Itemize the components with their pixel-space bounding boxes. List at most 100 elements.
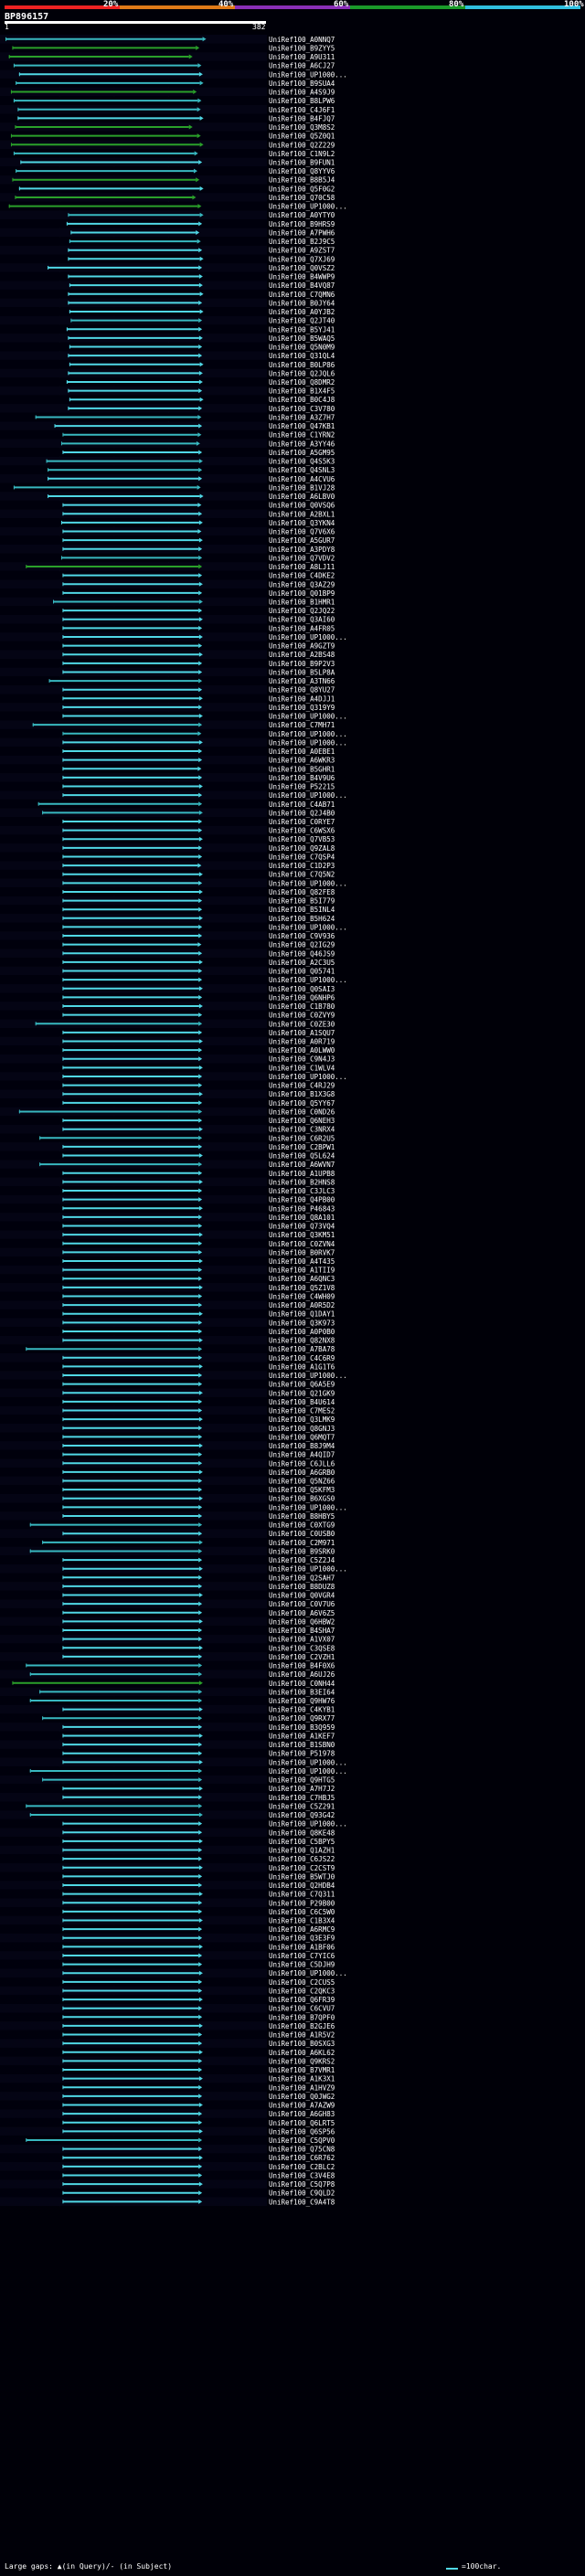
hit-arrow <box>198 274 203 280</box>
hit-start-tick <box>62 1417 64 1422</box>
hit-start-tick <box>62 1619 64 1624</box>
hit-start-tick <box>62 1214 64 1219</box>
hit-label: UniRef100_UP1000... <box>269 879 347 887</box>
hit-label: UniRef100_A9GZT9 <box>269 642 335 651</box>
hit-label: UniRef100_B7VMR1 <box>269 2066 335 2074</box>
hit-start-tick <box>62 1988 64 1993</box>
hit-arrow <box>198 379 203 385</box>
hit-label: UniRef100_B9P2V3 <box>269 660 335 668</box>
hit-arrow <box>198 476 203 482</box>
hit-arrow <box>198 590 203 596</box>
hit-arrow <box>198 643 203 649</box>
hit-label: UniRef100_A7AZW9 <box>269 2102 335 2110</box>
hit-start-tick <box>42 811 44 815</box>
hit-label: UniRef100_C5Z2J4 <box>269 1556 335 1564</box>
hit-label: UniRef100_C6JS22 <box>269 1855 335 1863</box>
hit-label: UniRef100_B9ZYY5 <box>269 44 335 52</box>
hit-label: UniRef100_Q6NEH3 <box>269 1117 335 1125</box>
hit-label: UniRef100_A1TII9 <box>269 1267 335 1275</box>
hit-arrow <box>198 1302 203 1308</box>
hit-label: UniRef100_P52215 <box>269 783 335 791</box>
hit-label: UniRef100_Q3YKN4 <box>269 519 335 527</box>
hit-arrow <box>198 1848 203 1853</box>
hit-label: UniRef100_A1K3X1 <box>269 2075 335 2083</box>
hit-start-tick <box>62 986 64 991</box>
hit-start-tick <box>62 546 64 551</box>
hit-arrow <box>198 1724 203 1730</box>
hit-label: UniRef100_Q7XJ69 <box>269 255 335 263</box>
hit-start-tick <box>62 978 64 982</box>
hit-start-tick <box>62 1320 64 1325</box>
hit-label: UniRef100_A3PDY8 <box>269 546 335 554</box>
hit-arrow <box>198 318 203 323</box>
scale-legend-label: =100char. <box>462 2562 502 2571</box>
hit-label: UniRef100_C4KYB1 <box>269 1706 335 1714</box>
hit-start-tick <box>69 239 70 244</box>
hit-start-tick <box>69 310 70 314</box>
hit-label: UniRef100_P29B00 <box>269 1899 335 1907</box>
hit-arrow <box>198 406 203 411</box>
hit-label: UniRef100_Q8YU27 <box>269 686 335 694</box>
hit-start-tick <box>29 1672 31 1677</box>
hit-start-tick <box>62 1171 64 1175</box>
hit-arrow <box>198 423 203 429</box>
hit-start-tick <box>42 1716 44 1721</box>
hit-arrow <box>198 1627 203 1633</box>
hit-arrow <box>199 362 204 367</box>
hit-arrow <box>198 1161 203 1167</box>
hit-label: UniRef100_A4QID7 <box>269 1451 335 1459</box>
hit-start-tick <box>18 72 20 77</box>
hit-arrow <box>198 2023 203 2029</box>
hit-start-tick <box>39 1690 41 1694</box>
identity-color-scale: 20% 40% 60% 80% 100% <box>5 0 584 22</box>
hit-start-tick <box>53 599 55 604</box>
hit-label: UniRef100_A4FR05 <box>269 624 335 632</box>
hit-start-tick <box>8 55 10 59</box>
hit-arrow <box>198 661 203 666</box>
hit-label: UniRef100_Q6FR39 <box>269 1996 335 2004</box>
hit-label: UniRef100_Q8GNJ3 <box>269 1425 335 1433</box>
hit-arrow <box>198 1108 203 1114</box>
hit-start-tick <box>62 1144 64 1149</box>
hit-start-tick <box>39 1162 41 1167</box>
hit-arrow <box>198 1593 203 1598</box>
hit-start-tick <box>62 740 64 745</box>
hit-label: UniRef100_C6JLL6 <box>269 1459 335 1468</box>
hit-label: UniRef100_A7PWH6 <box>269 228 335 237</box>
hit-label: UniRef100_B8B5J4 <box>269 176 335 185</box>
hit-label: UniRef100_C0V7U6 <box>269 1600 335 1608</box>
hit-start-tick <box>60 441 62 446</box>
hit-arrow <box>198 1917 203 1923</box>
hit-start-tick <box>35 1022 37 1026</box>
hit-arrow <box>198 520 203 525</box>
hit-start-tick <box>62 872 64 876</box>
hit-start-tick <box>62 705 64 709</box>
hit-label: UniRef100_P51978 <box>269 1750 335 1758</box>
hit-arrow <box>198 1777 203 1783</box>
hit-label: UniRef100_UP1000... <box>269 1758 347 1766</box>
hit-label: UniRef100_C4RJ29 <box>269 1082 335 1090</box>
hit-label: UniRef100_C7Q311 <box>269 1891 335 1899</box>
hit-arrow <box>198 1373 203 1378</box>
hit-label: UniRef100_Q46JS9 <box>269 949 335 958</box>
scale-legend-line <box>446 2568 458 2570</box>
query-end-label: 382 <box>252 23 266 31</box>
hit-arrow <box>198 1970 203 1976</box>
hit-arrow <box>198 345 203 350</box>
hit-start-tick <box>62 1258 64 1263</box>
hit-start-tick <box>62 2094 64 2098</box>
hit-start-tick <box>62 1505 64 1510</box>
hit-arrow <box>198 511 203 516</box>
hit-label: UniRef100_Q4S5K3 <box>269 458 335 466</box>
hit-start-tick <box>62 2156 64 2160</box>
hit-start-tick <box>68 213 69 217</box>
hit-arrow <box>198 1962 203 1967</box>
hit-start-tick <box>62 731 64 736</box>
hit-start-tick <box>62 582 64 587</box>
hit-start-tick <box>62 2173 64 2178</box>
hit-label: UniRef100_C0XTG9 <box>269 1521 335 1530</box>
hit-arrow <box>198 1135 203 1140</box>
hit-start-tick <box>62 634 64 639</box>
hit-start-tick <box>20 160 22 164</box>
hit-label: UniRef100_Q0VSZ2 <box>269 264 335 272</box>
